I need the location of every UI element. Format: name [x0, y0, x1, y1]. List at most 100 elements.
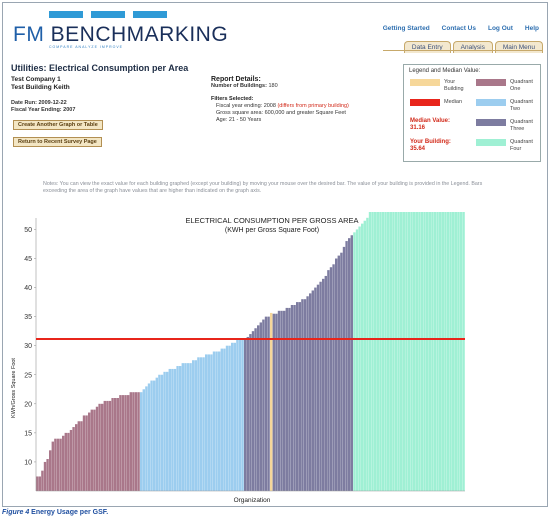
bar-quadrant-3[interactable]: [337, 255, 340, 491]
bar-quadrant-2[interactable]: [233, 342, 236, 491]
bar-quadrant-1[interactable]: [103, 400, 106, 491]
bar-quadrant-3[interactable]: [275, 313, 278, 491]
bar-quadrant-4[interactable]: [415, 212, 418, 491]
bar-quadrant-3[interactable]: [303, 299, 307, 491]
link-help[interactable]: Help: [524, 25, 539, 32]
bar-quadrant-4[interactable]: [366, 217, 369, 491]
tab-analysis[interactable]: Analysis: [452, 41, 493, 53]
bar-quadrant-1[interactable]: [49, 450, 52, 491]
bar-quadrant-2[interactable]: [158, 374, 161, 491]
bar-quadrant-1[interactable]: [51, 441, 54, 491]
bar-quadrant-3[interactable]: [322, 278, 325, 491]
bar-quadrant-2[interactable]: [218, 351, 221, 492]
bar-quadrant-4[interactable]: [420, 212, 424, 491]
bar-quadrant-4[interactable]: [423, 212, 426, 491]
bar-quadrant-2[interactable]: [145, 386, 148, 492]
bar-quadrant-3[interactable]: [246, 336, 249, 491]
bar-quadrant-4[interactable]: [426, 212, 429, 491]
bar-quadrant-1[interactable]: [72, 427, 75, 491]
bar-quadrant-1[interactable]: [85, 415, 88, 491]
tab-main-menu[interactable]: Main Menu: [494, 41, 543, 53]
bar-quadrant-2[interactable]: [147, 383, 151, 491]
bar-quadrant-2[interactable]: [197, 357, 200, 491]
bar-quadrant-3[interactable]: [283, 310, 286, 491]
bar-quadrant-2[interactable]: [194, 360, 197, 491]
bar-quadrant-2[interactable]: [153, 380, 156, 491]
bar-quadrant-3[interactable]: [319, 281, 322, 491]
bar-quadrant-3[interactable]: [301, 299, 304, 491]
bar-quadrant-2[interactable]: [192, 360, 195, 491]
bar-quadrant-4[interactable]: [389, 212, 392, 491]
bar-quadrant-1[interactable]: [38, 476, 41, 491]
bar-quadrant-3[interactable]: [340, 252, 343, 491]
bar-your-building[interactable]: [270, 312, 273, 491]
bar-quadrant-1[interactable]: [124, 395, 127, 491]
bar-quadrant-4[interactable]: [457, 212, 460, 491]
bar-quadrant-3[interactable]: [264, 316, 268, 492]
bar-quadrant-4[interactable]: [405, 212, 408, 491]
bar-quadrant-1[interactable]: [121, 395, 125, 491]
bar-quadrant-4[interactable]: [371, 212, 374, 491]
bar-quadrant-3[interactable]: [345, 241, 348, 491]
bar-quadrant-4[interactable]: [428, 212, 431, 491]
bar-quadrant-2[interactable]: [179, 366, 182, 491]
bar-quadrant-2[interactable]: [163, 371, 166, 491]
bar-quadrant-3[interactable]: [306, 296, 309, 491]
link-getting-started[interactable]: Getting Started: [382, 25, 430, 32]
bar-quadrant-1[interactable]: [75, 424, 78, 491]
bar-quadrant-2[interactable]: [160, 374, 164, 491]
bar-quadrant-3[interactable]: [280, 310, 283, 491]
bar-quadrant-2[interactable]: [223, 348, 226, 491]
bar-quadrant-3[interactable]: [267, 316, 270, 492]
bar-quadrant-2[interactable]: [184, 363, 187, 492]
bar-quadrant-2[interactable]: [189, 363, 192, 492]
bar-quadrant-4[interactable]: [407, 212, 411, 491]
bar-quadrant-4[interactable]: [400, 212, 403, 491]
bar-quadrant-2[interactable]: [171, 368, 174, 491]
bar-quadrant-2[interactable]: [142, 389, 145, 491]
bar-quadrant-2[interactable]: [205, 354, 208, 491]
bar-quadrant-3[interactable]: [257, 325, 260, 491]
bar-quadrant-1[interactable]: [106, 400, 109, 491]
bar-quadrant-2[interactable]: [225, 345, 229, 491]
bar-quadrant-2[interactable]: [176, 366, 179, 491]
create-graph-button[interactable]: Create Another Graph or Table: [13, 120, 103, 130]
bar-quadrant-2[interactable]: [207, 354, 210, 491]
bar-quadrant-1[interactable]: [36, 476, 39, 491]
bar-quadrant-2[interactable]: [215, 351, 218, 492]
bar-quadrant-4[interactable]: [376, 212, 379, 491]
bar-quadrant-2[interactable]: [241, 339, 244, 492]
bar-quadrant-1[interactable]: [137, 392, 140, 491]
bar-quadrant-4[interactable]: [384, 212, 387, 491]
bar-quadrant-1[interactable]: [41, 470, 44, 491]
bar-quadrant-3[interactable]: [259, 322, 262, 491]
bar-quadrant-1[interactable]: [46, 459, 49, 491]
bar-quadrant-3[interactable]: [290, 305, 294, 491]
bar-quadrant-3[interactable]: [314, 287, 317, 491]
bar-quadrant-2[interactable]: [181, 363, 184, 492]
bar-quadrant-4[interactable]: [413, 212, 416, 491]
bar-quadrant-2[interactable]: [202, 357, 205, 491]
bar-quadrant-2[interactable]: [236, 339, 239, 492]
bar-quadrant-2[interactable]: [220, 348, 223, 491]
bar-quadrant-2[interactable]: [155, 377, 158, 491]
bar-quadrant-3[interactable]: [324, 275, 327, 491]
bar-quadrant-3[interactable]: [293, 305, 296, 491]
bar-quadrant-1[interactable]: [90, 409, 93, 492]
bar-quadrant-4[interactable]: [368, 212, 372, 491]
bar-quadrant-4[interactable]: [361, 223, 364, 492]
bar-quadrant-3[interactable]: [262, 319, 265, 491]
bar-quadrant-1[interactable]: [119, 395, 122, 491]
bar-quadrant-1[interactable]: [134, 392, 138, 491]
bar-quadrant-4[interactable]: [355, 229, 359, 491]
bar-quadrant-3[interactable]: [342, 246, 346, 492]
bar-quadrant-1[interactable]: [114, 398, 117, 491]
bar-quadrant-4[interactable]: [436, 212, 439, 491]
bar-quadrant-1[interactable]: [64, 432, 67, 492]
bar-quadrant-3[interactable]: [335, 258, 338, 492]
bar-quadrant-4[interactable]: [363, 220, 366, 491]
bar-quadrant-1[interactable]: [132, 392, 135, 491]
bar-quadrant-1[interactable]: [80, 421, 83, 491]
bar-quadrant-1[interactable]: [129, 392, 132, 491]
bar-quadrant-4[interactable]: [449, 212, 452, 491]
